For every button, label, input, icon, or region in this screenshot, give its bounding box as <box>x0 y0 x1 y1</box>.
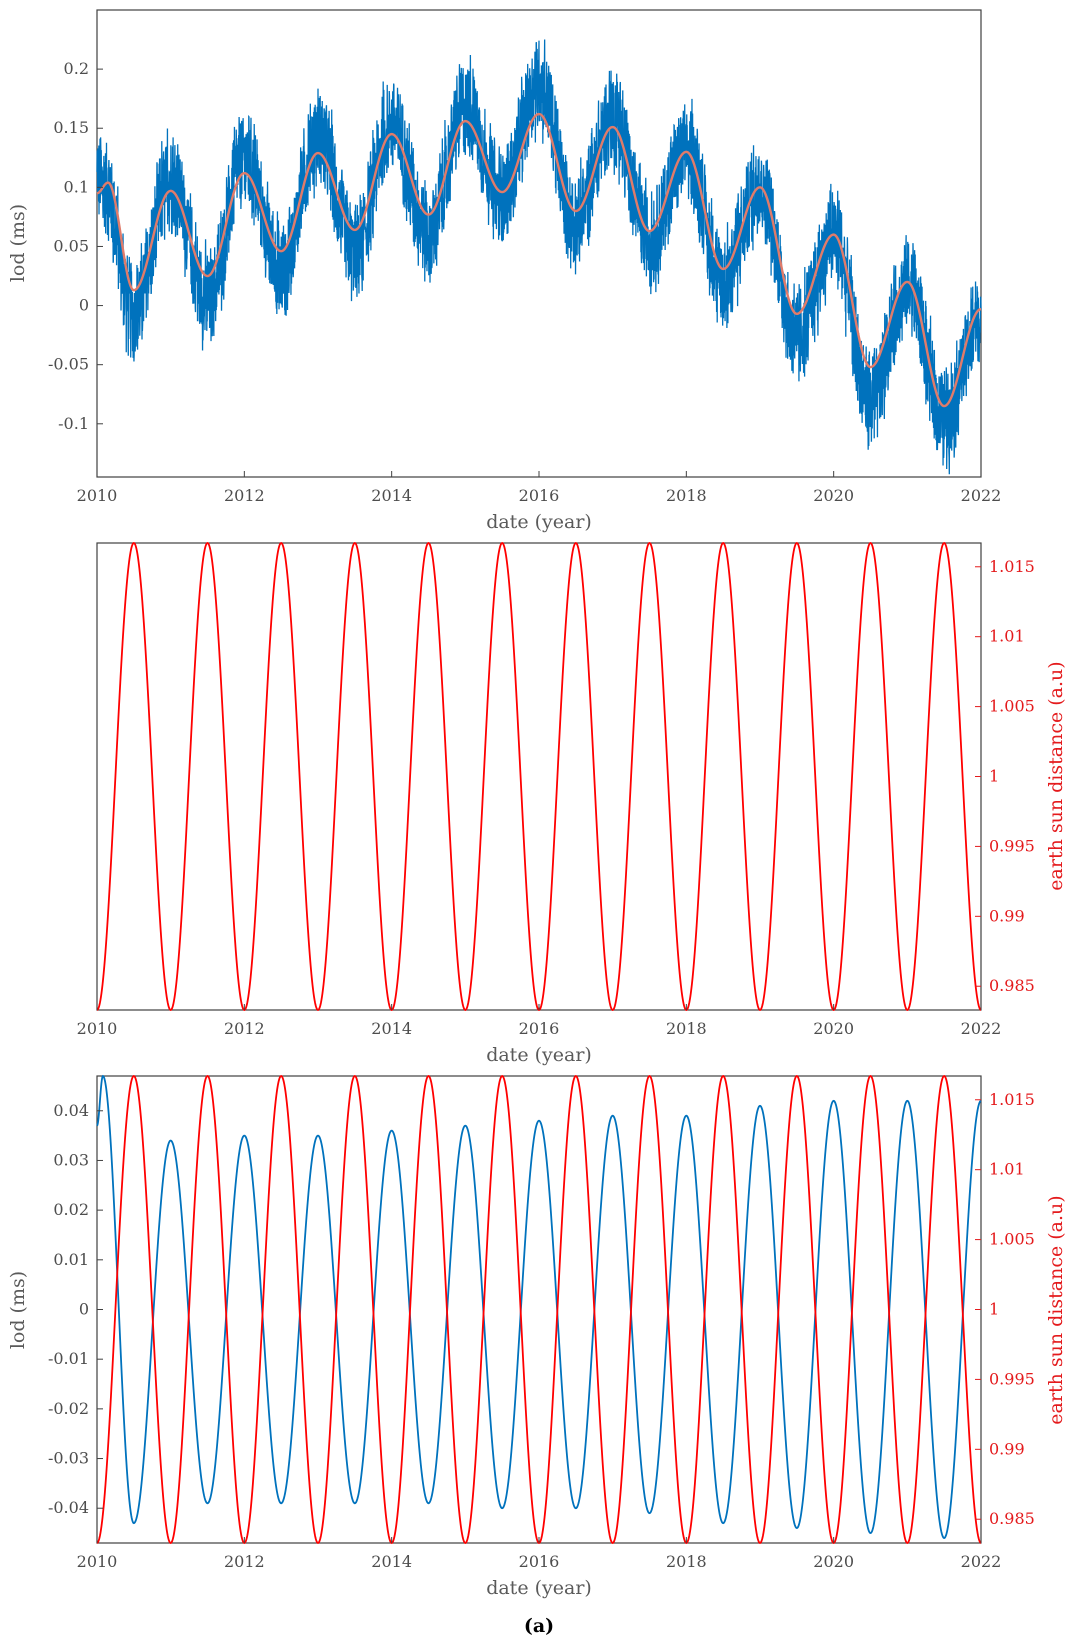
y-tick-label: -0.02 <box>48 1399 89 1418</box>
y-tick-label: 0.02 <box>53 1200 89 1219</box>
x-axis-ticks: 2010 2012 2014 2016 2018 2020 2022 <box>77 1004 1002 1038</box>
lod-semiannual-series-line <box>96 1074 982 1539</box>
x-tick-label: 2020 <box>813 486 854 505</box>
y-tick-label: -0.04 <box>48 1498 89 1517</box>
panel-lod-raw: 2010 2012 2014 2016 2018 2020 2022 -0.1 -0.05 0 0… <box>7 9 1002 533</box>
y-axis-label: lod (ms) <box>7 204 29 282</box>
x-tick-label: 2020 <box>813 1552 854 1571</box>
right-y-tick-label: 1.01 <box>989 1160 1025 1179</box>
y-axis-label: lod (ms) <box>7 1271 29 1349</box>
y-tick-label: 0.04 <box>53 1101 89 1120</box>
right-y-tick-label: 1.01 <box>989 627 1025 646</box>
figure-caption: (a) <box>524 1615 554 1637</box>
right-y-tick-label: 1.005 <box>989 697 1035 716</box>
x-tick-label: 2014 <box>371 1019 412 1038</box>
distance-series-line <box>96 542 982 1011</box>
x-axis-ticks: 2010 2012 2014 2016 2018 2020 2022 <box>77 1537 1002 1571</box>
y-tick-label: 0.05 <box>53 236 89 255</box>
x-tick-label: 2012 <box>224 486 265 505</box>
right-y-tick-label: 1.005 <box>989 1230 1035 1249</box>
x-axis-label: date (year) <box>486 511 592 533</box>
right-y-tick-label: 0.995 <box>989 836 1035 855</box>
x-tick-label: 2022 <box>961 1019 1002 1038</box>
x-tick-label: 2016 <box>519 1019 560 1038</box>
x-tick-label: 2010 <box>77 1019 118 1038</box>
panel-earth-sun-distance: 2010 2012 2014 2016 2018 2020 2022 0.9850.990.… <box>77 542 1067 1066</box>
y-tick-label: 0 <box>79 296 89 315</box>
x-tick-label: 2022 <box>961 486 1002 505</box>
y-tick-label: 0.2 <box>64 59 89 78</box>
x-tick-label: 2010 <box>77 486 118 505</box>
y-tick-label: -0.05 <box>48 355 89 374</box>
right-y-axis-label: earth sun distance (a.u) <box>1045 1195 1067 1424</box>
x-tick-label: 2016 <box>519 486 560 505</box>
y-tick-label: 0 <box>79 1300 89 1319</box>
y-tick-label: -0.1 <box>58 414 89 433</box>
panel-lod-vs-distance: 2010 2012 2014 2016 2018 2020 2022 -0.04-0.03-… <box>7 1074 1067 1599</box>
y-axis-ticks: -0.1 -0.05 0 0.05 0.1 0.15 0.2 <box>48 59 103 433</box>
right-y-tick-label: 1.015 <box>989 557 1035 576</box>
x-axis-label: date (year) <box>486 1577 592 1599</box>
x-tick-label: 2012 <box>224 1552 265 1571</box>
y-tick-label: 0.15 <box>53 118 89 137</box>
y-axis-ticks: -0.04 -0.03 -0.02 -0.01 0 0.01 0.02 0.03 0.04 <box>48 1101 103 1517</box>
y-tick-label: 0.01 <box>53 1250 89 1269</box>
right-y-tick-label: 1 <box>989 767 999 786</box>
x-tick-label: 2018 <box>666 1552 707 1571</box>
lod-raw-series-line <box>96 39 982 475</box>
x-tick-label: 2014 <box>371 486 412 505</box>
x-tick-label: 2014 <box>371 1552 412 1571</box>
right-y-axis-ticks: 0.985 0.99 0.995 1 1.005 1.01 1.015 <box>975 557 1035 995</box>
right-y-axis-ticks: 0.985 0.99 0.995 1 1.005 1.01 1.015 <box>975 1090 1035 1528</box>
x-tick-label: 2012 <box>224 1019 265 1038</box>
y-tick-label: 0.1 <box>64 177 89 196</box>
plot-area-frame <box>96 542 982 1011</box>
lod-fit-series-line <box>96 112 982 408</box>
right-y-tick-label: 0.985 <box>989 976 1035 995</box>
right-y-tick-label: 1.015 <box>989 1090 1035 1109</box>
plot-area-frame <box>96 1075 982 1544</box>
x-tick-label: 2022 <box>961 1552 1002 1571</box>
x-tick-label: 2016 <box>519 1552 560 1571</box>
y-tick-label: -0.03 <box>48 1449 89 1468</box>
x-tick-label: 2010 <box>77 1552 118 1571</box>
right-y-tick-label: 1 <box>989 1300 999 1319</box>
x-tick-label: 2018 <box>666 486 707 505</box>
right-y-tick-label: 0.995 <box>989 1369 1035 1388</box>
y-tick-label: 0.03 <box>53 1150 89 1169</box>
right-y-tick-label: 0.985 <box>989 1509 1035 1528</box>
distance-series-group <box>96 542 982 1011</box>
right-y-tick-label: 0.99 <box>989 906 1025 925</box>
lod-and-distance-series-group <box>96 1074 982 1544</box>
y-tick-label: -0.01 <box>48 1349 89 1368</box>
x-tick-label: 2018 <box>666 1019 707 1038</box>
right-y-tick-label: 0.99 <box>989 1439 1025 1458</box>
lod-raw-series-group <box>96 39 982 475</box>
x-axis-ticks: 2010 2012 2014 2016 2018 2020 2022 <box>77 471 1002 505</box>
distance-series-line <box>96 1075 982 1544</box>
x-tick-label: 2020 <box>813 1019 854 1038</box>
x-axis-label: date (year) <box>486 1044 592 1066</box>
right-y-axis-label: earth sun distance (a.u) <box>1045 661 1067 890</box>
